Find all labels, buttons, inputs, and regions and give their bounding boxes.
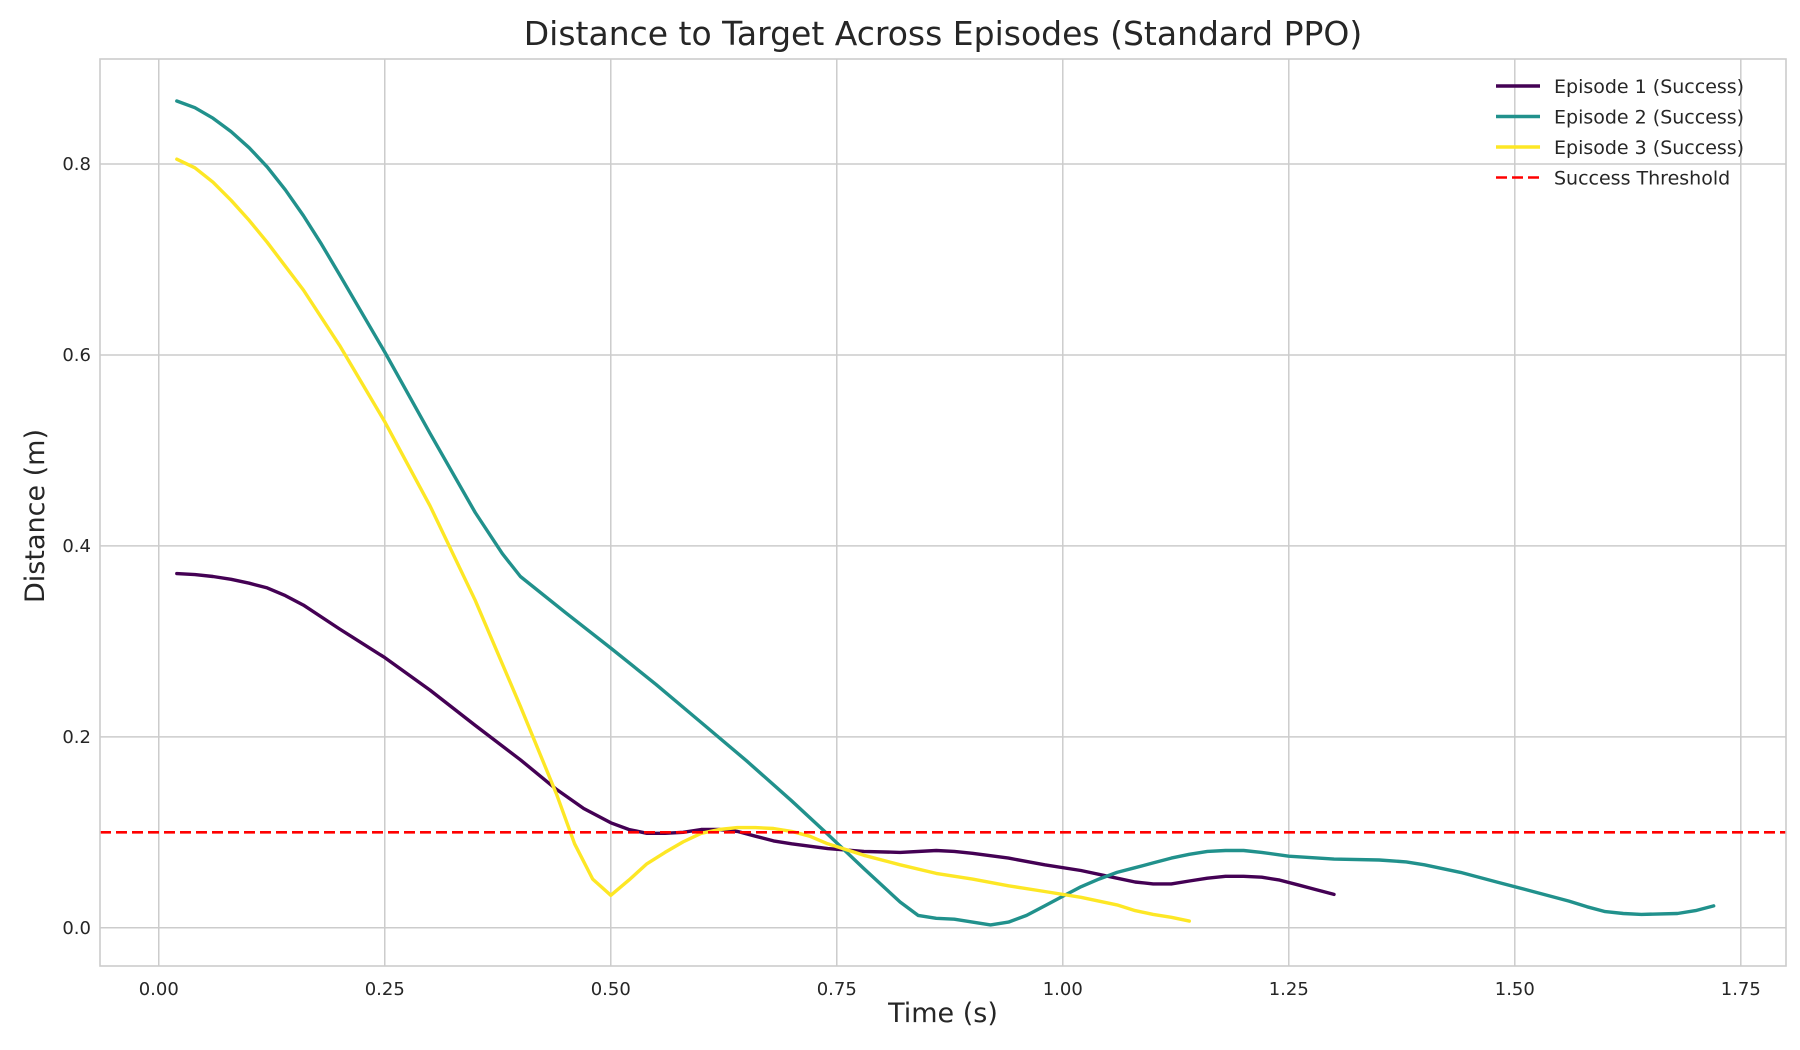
y-tick-label: 0.0: [62, 918, 91, 939]
x-axis-title: Time (s): [887, 998, 998, 1029]
x-tick-label: 0.25: [365, 979, 405, 1000]
x-tick-label: 0.00: [139, 979, 179, 1000]
legend-label-1: Episode 1 (Success): [1554, 76, 1744, 98]
y-tick-label: 0.4: [62, 536, 91, 557]
y-gridlines: [100, 163, 1786, 929]
series-line-3: [175, 157, 1192, 923]
legend-label-2: Episode 2 (Success): [1554, 107, 1744, 129]
x-tick-labels: 0.00 0.25 0.50 0.75 1.00 1.25 1.50 1.75: [139, 979, 1761, 1000]
x-gridlines: [158, 59, 1742, 966]
legend-label-4: Success Threshold: [1554, 168, 1730, 190]
series-layer: [100, 99, 1786, 927]
x-tick-label: 0.50: [591, 979, 631, 1000]
x-tick-label: 1.00: [1043, 979, 1083, 1000]
x-tick-label: 1.50: [1495, 979, 1535, 1000]
y-axis-title: Distance (m): [20, 429, 51, 603]
series-line-2: [175, 99, 1716, 927]
x-tick-label: 1.25: [1269, 979, 1309, 1000]
y-tick-label: 0.6: [62, 345, 91, 366]
x-tick-label: 0.75: [817, 979, 857, 1000]
chart-title: Distance to Target Across Episodes (Stan…: [524, 14, 1362, 53]
legend: Episode 1 (Success) Episode 2 (Success) Ep…: [1496, 76, 1744, 190]
y-tick-label: 0.2: [62, 727, 91, 748]
series-line-1: [175, 571, 1336, 897]
plot-frame: [99, 58, 1787, 967]
legend-label-3: Episode 3 (Success): [1554, 137, 1744, 159]
y-tick-label: 0.8: [62, 154, 91, 175]
y-tick-labels: 0.0 0.2 0.4 0.6 0.8: [62, 154, 91, 939]
x-tick-label: 1.75: [1721, 979, 1761, 1000]
